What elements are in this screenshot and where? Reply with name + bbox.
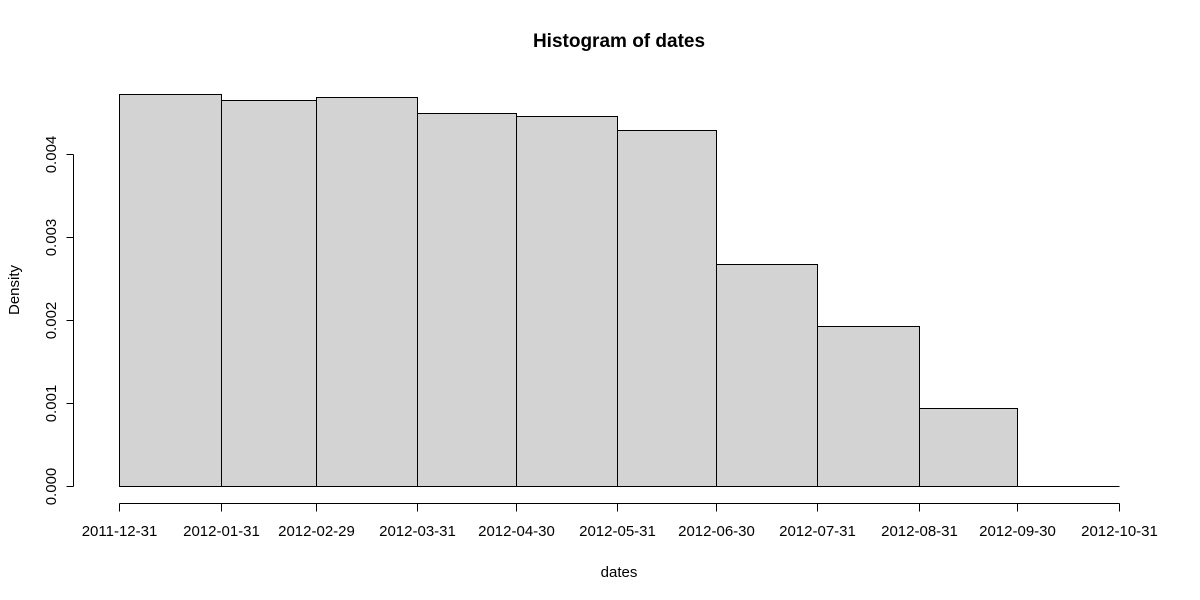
x-tick-label: 2012-05-31 <box>579 523 656 540</box>
histogram-bar <box>919 408 1018 487</box>
x-axis-label: dates <box>601 564 638 581</box>
y-tick-label: 0.004 <box>43 136 60 174</box>
y-tick-label: 0.002 <box>43 302 60 340</box>
y-axis: 0.000 0.001 0.002 0.003 0.004 <box>43 136 74 506</box>
y-tick-label: 0.000 <box>43 468 60 506</box>
x-tick-label: 2012-10-31 <box>1081 523 1158 540</box>
y-tick-label: 0.003 <box>43 219 60 257</box>
x-tick-label: 2012-09-30 <box>979 523 1056 540</box>
histogram-bar <box>617 130 717 487</box>
x-axis: 2011-12-31 2012-01-31 2012-02-29 2012-03-31… <box>82 503 1158 540</box>
x-tick-label: 2012-02-29 <box>278 523 355 540</box>
x-tick-label: 2012-07-31 <box>779 523 856 540</box>
y-tick-label: 0.001 <box>43 385 60 423</box>
histogram-bar <box>817 326 920 487</box>
x-tick-label: 2011-12-31 <box>82 523 158 540</box>
x-tick-label: 2012-03-31 <box>379 523 456 540</box>
bars-group <box>119 94 1120 487</box>
histogram-bar <box>417 113 517 487</box>
x-tick-label: 2012-06-30 <box>678 523 755 540</box>
x-tick-label: 2012-01-31 <box>183 523 260 540</box>
histogram-bar <box>316 97 418 487</box>
histogram-bar <box>221 100 317 487</box>
x-tick-label: 2012-08-31 <box>881 523 958 540</box>
chart-title: Histogram of dates <box>533 31 705 52</box>
x-tick-label: 2012-04-30 <box>478 523 555 540</box>
histogram-bar <box>119 94 222 487</box>
y-axis-label: Density <box>6 264 23 315</box>
histogram-bar <box>516 116 618 487</box>
histogram-bar <box>716 264 818 487</box>
